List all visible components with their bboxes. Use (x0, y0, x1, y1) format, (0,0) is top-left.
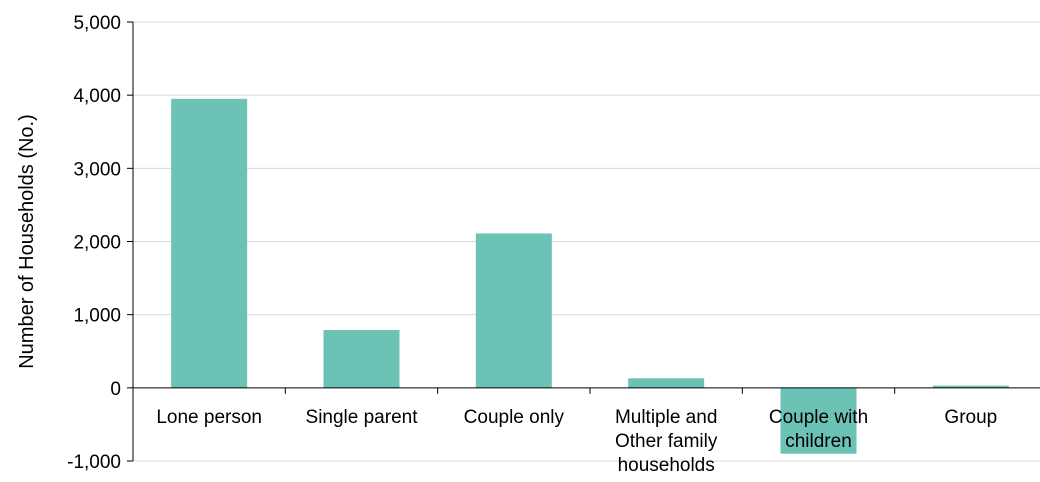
y-tick-label: -1,000 (67, 452, 121, 473)
bar (323, 330, 400, 388)
bar (475, 233, 552, 388)
axes (127, 21, 1040, 462)
y-axis-label: Number of Households (No.) (16, 114, 38, 369)
x-tick-label: Lone person (156, 407, 262, 428)
x-tick-label: Multiple and Other family households (615, 407, 718, 476)
x-tick-label: Couple with children (769, 407, 868, 452)
x-tick-label: Single parent (306, 407, 419, 428)
y-tick-label: 0 (110, 379, 121, 400)
bars (171, 98, 1009, 454)
x-tick-label: Couple only (464, 407, 565, 428)
x-tick-labels: Lone person Single parent Couple only Multi… (156, 407, 997, 476)
y-tick-label: 4,000 (73, 86, 121, 107)
bar (628, 378, 705, 388)
bar (171, 98, 248, 388)
y-tick-labels: -1,000 0 1,000 2,000 3,000 4,000 5,000 (67, 13, 121, 473)
y-tick-label: 1,000 (73, 306, 121, 327)
bar (780, 387, 857, 454)
y-tick-label: 3,000 (73, 159, 121, 180)
y-tick-label: 5,000 (73, 13, 121, 34)
gridlines (133, 21, 1040, 462)
bar (932, 385, 1009, 388)
x-tick-label: Group (944, 407, 997, 428)
y-tick-label: 2,000 (73, 233, 121, 254)
